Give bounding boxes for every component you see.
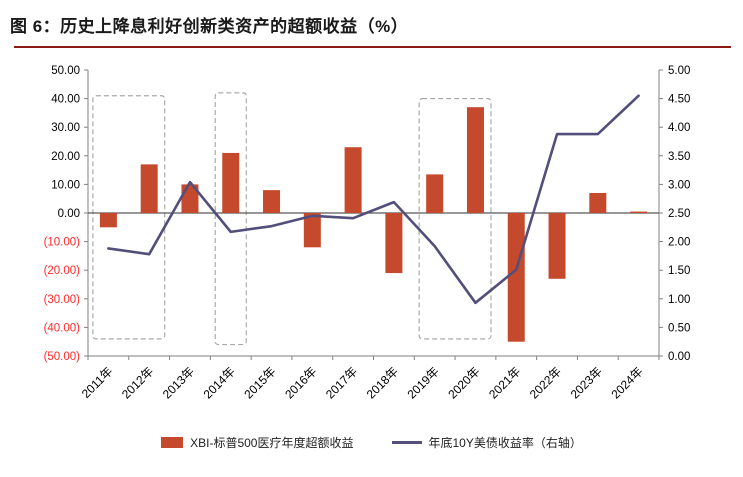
- x-tick-label: 2017年: [323, 364, 360, 401]
- right-axis-labels: 5.00 4.50 4.00 3.50 3.00 2.50 2.00 1.50 1.00 0.50…: [659, 65, 690, 363]
- x-tick-label: 2015年: [241, 364, 278, 401]
- x-tick-label: 2023年: [568, 364, 605, 401]
- figure-header: 图 6：历史上降息利好创新类资产的超额收益（%）: [0, 0, 743, 48]
- right-tick-label: 3.00: [668, 179, 690, 191]
- left-tick-label: 40.00: [51, 94, 80, 106]
- bar: [263, 190, 281, 213]
- left-tick-label: (30.00): [44, 294, 81, 306]
- right-tick-label: 5.00: [668, 65, 690, 77]
- left-tick-label: (20.00): [44, 265, 81, 277]
- left-tick-label: 0.00: [58, 208, 80, 220]
- chart-area: 50.00 40.00 30.00 20.00 10.00 0.00 (10.00) (20.…: [0, 48, 743, 451]
- bar: [466, 107, 484, 213]
- right-tick-label: 4.00: [668, 122, 690, 134]
- bar-series: [99, 107, 648, 342]
- x-tick-label: 2011年: [79, 364, 116, 401]
- left-tick-label: 10.00: [51, 179, 80, 191]
- left-tick-label: 30.00: [51, 122, 80, 134]
- title-underline: [14, 46, 731, 48]
- combo-chart: 50.00 40.00 30.00 20.00 10.00 0.00 (10.00) (20.…: [44, 65, 691, 401]
- x-axis-labels: 2011年 2012年 2013年 2014年 2015年 2016年 2017年 2018年…: [79, 364, 646, 401]
- x-tick-label: 2018年: [364, 364, 401, 401]
- right-tick-label: 1.00: [668, 294, 690, 306]
- line-series: [107, 94, 640, 305]
- x-tick-label: 2019年: [405, 364, 442, 401]
- x-tick-label: 2012年: [119, 364, 156, 401]
- x-tick-label: 2021年: [486, 364, 523, 401]
- right-tick-label: 2.00: [668, 237, 690, 249]
- legend-item-bar: XBI-标普500医疗年度超额收益: [161, 434, 354, 451]
- chart-legend: XBI-标普500医疗年度超额收益 年底10Y美债收益率（右轴）: [0, 434, 743, 451]
- bar: [140, 164, 158, 213]
- bar: [99, 213, 117, 228]
- left-axis-labels: 50.00 40.00 30.00 20.00 10.00 0.00 (10.00) (20.…: [44, 65, 88, 363]
- left-tick-label: (50.00): [44, 351, 81, 363]
- left-tick-label: 20.00: [51, 151, 80, 163]
- highlight-boxes: [92, 92, 492, 346]
- bar: [426, 174, 444, 213]
- right-tick-label: 1.50: [668, 265, 690, 277]
- x-tick-label: 2022年: [527, 364, 564, 401]
- x-tick-label: 2024年: [608, 364, 645, 401]
- left-tick-label: (10.00): [44, 237, 81, 249]
- legend-line-label: 年底10Y美债收益率（右轴）: [428, 436, 582, 450]
- legend-item-line: 年底10Y美债收益率（右轴）: [391, 434, 582, 451]
- bar-series-swatch: [161, 437, 184, 448]
- legend-bar-label: XBI-标普500医疗年度超额收益: [190, 436, 354, 450]
- right-tick-label: 2.50: [668, 208, 690, 220]
- right-tick-label: 0.50: [668, 322, 690, 334]
- right-tick-label: 0.00: [668, 351, 690, 363]
- highlight-box: [418, 97, 492, 340]
- bar: [630, 211, 648, 213]
- x-tick-label: 2020年: [445, 364, 482, 401]
- x-tick-label: 2013年: [160, 364, 197, 401]
- bar: [385, 213, 403, 274]
- bar: [507, 213, 525, 342]
- x-axis-ticks: [87, 356, 660, 360]
- right-tick-label: 4.50: [668, 94, 690, 106]
- left-tick-label: (40.00): [44, 322, 81, 334]
- bar: [344, 147, 362, 213]
- bar: [222, 152, 240, 213]
- line-series-swatch: [391, 441, 422, 444]
- bar: [548, 213, 566, 279]
- highlight-box: [214, 92, 247, 346]
- x-tick-label: 2014年: [201, 364, 238, 401]
- x-tick-label: 2016年: [282, 364, 319, 401]
- figure-title: 图 6：历史上降息利好创新类资产的超额收益（%）: [10, 17, 409, 36]
- bar: [589, 192, 607, 213]
- highlight-box: [92, 95, 166, 340]
- left-tick-label: 50.00: [51, 65, 80, 77]
- bar: [303, 213, 321, 248]
- right-tick-label: 3.50: [668, 151, 690, 163]
